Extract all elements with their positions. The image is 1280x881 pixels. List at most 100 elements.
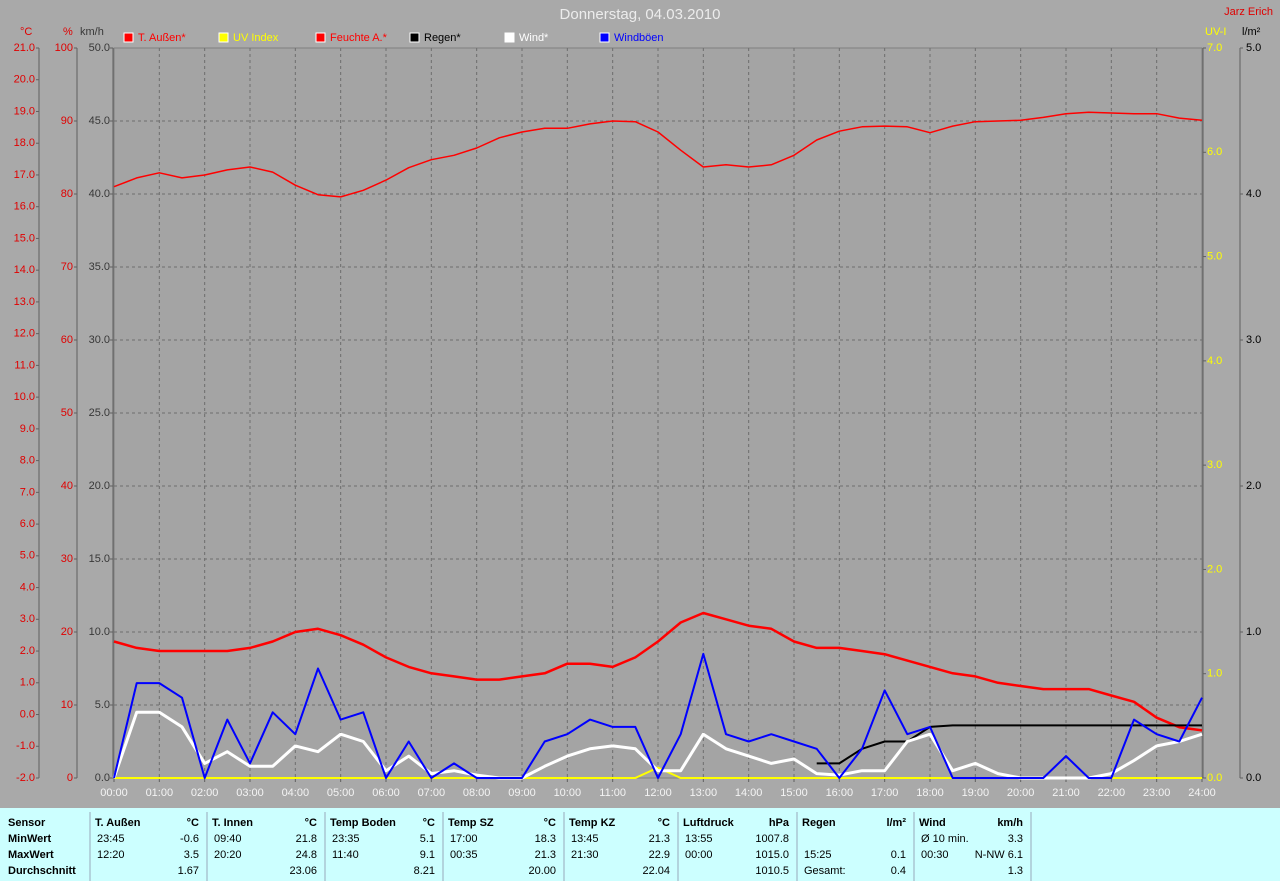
cell-value: 0.1: [891, 849, 906, 861]
y-tick-label: 60: [61, 334, 73, 346]
y-tick-label: 100: [55, 42, 73, 54]
cell-value: 0.4: [891, 865, 906, 877]
y-tick-label: 2.0: [1246, 480, 1261, 492]
y-tick-label: 2.0: [1207, 563, 1222, 575]
x-tick-label: 05:00: [327, 787, 355, 799]
y-tick-label: 30: [61, 553, 73, 565]
y-tick-label: 40.0: [89, 188, 110, 200]
group-name: T. Außen: [95, 817, 141, 829]
y-tick-label: 0.0: [1207, 772, 1222, 784]
y-tick-label: 7.0: [1207, 42, 1222, 54]
cell-value: 18.3: [535, 833, 556, 845]
y-tick-label: 20.0: [14, 74, 35, 86]
legend-swatch: [504, 32, 515, 43]
x-tick-label: 19:00: [962, 787, 990, 799]
legend-label: Feuchte A.*: [330, 32, 388, 44]
cell-time: 17:00: [450, 833, 478, 845]
series-line: [113, 111, 1203, 198]
axis-unit: °C: [20, 26, 32, 38]
x-tick-label: 21:00: [1052, 787, 1080, 799]
y-tick-label: 12.0: [14, 328, 35, 340]
y-tick-label: 4.0: [1207, 355, 1222, 367]
y-tick-label: 2.0: [20, 645, 35, 657]
y-tick-label: 11.0: [14, 359, 35, 371]
cell-value: 22.04: [642, 865, 670, 877]
y-tick-label: 0: [67, 772, 73, 784]
y-tick-label: 90: [61, 115, 73, 127]
group-unit: l/m²: [886, 817, 906, 829]
group-name: Regen: [802, 817, 836, 829]
legend-swatch: [315, 32, 326, 43]
legend-swatch: [123, 32, 134, 43]
group-name: Wind: [919, 817, 946, 829]
cell-value: N-NW 6.1: [975, 849, 1023, 861]
y-tick-label: 16.0: [14, 201, 35, 213]
y-tick-label: 10.0: [14, 391, 35, 403]
cell-time: 15:25: [804, 849, 832, 861]
x-tick-label: 13:00: [690, 787, 718, 799]
y-tick-label: 80: [61, 188, 73, 200]
y-tick-label: 5.0: [1246, 42, 1261, 54]
cell-value: 22.9: [649, 849, 670, 861]
x-tick-label: 22:00: [1098, 787, 1126, 799]
y-tick-label: 19.0: [14, 105, 35, 117]
y-tick-label: 35.0: [89, 261, 110, 273]
y-tick-label: -2.0: [16, 772, 35, 784]
y-tick-label: 1.0: [1246, 626, 1261, 638]
cell-time: 13:45: [571, 833, 599, 845]
cell-time: Ø 10 min.: [921, 833, 969, 845]
y-tick-label: 40: [61, 480, 73, 492]
axis-unit: %: [63, 26, 73, 38]
series-line: [113, 652, 1203, 779]
cell-value: 21.3: [535, 849, 556, 861]
y-tick-label: 6.0: [1207, 146, 1222, 158]
cell-value: 8.21: [414, 865, 435, 877]
group-name: Temp SZ: [448, 817, 494, 829]
y-tick-label: 9.0: [20, 423, 35, 435]
group-unit: km/h: [997, 817, 1023, 829]
y-tick-label: 30.0: [89, 334, 110, 346]
y-tick-label: 25.0: [89, 407, 110, 419]
axis-unit: l/m²: [1242, 26, 1261, 38]
x-tick-label: 07:00: [418, 787, 446, 799]
x-tick-label: 00:00: [100, 787, 128, 799]
cell-time: 23:35: [332, 833, 360, 845]
axis-unit: km/h: [80, 26, 104, 38]
cell-time: 00:30: [921, 849, 949, 861]
series-line: [113, 611, 1203, 732]
legend-label: Windböen: [614, 32, 664, 44]
group-unit: °C: [305, 817, 317, 829]
cell-time: 13:55: [685, 833, 713, 845]
y-tick-label: 15.0: [14, 232, 35, 244]
x-tick-label: 18:00: [916, 787, 944, 799]
cell-value: 3.5: [184, 849, 199, 861]
y-tick-label: 3.0: [1246, 334, 1261, 346]
row-label: MinWert: [8, 833, 52, 845]
cell-time: 09:40: [214, 833, 242, 845]
y-tick-label: 17.0: [14, 169, 35, 181]
cell-value: 20.00: [528, 865, 556, 877]
y-tick-label: 5.0: [20, 550, 35, 562]
y-tick-label: 10: [61, 699, 73, 711]
y-tick-label: -1.0: [16, 740, 35, 752]
cell-time: 20:20: [214, 849, 242, 861]
table-background: [0, 808, 1280, 881]
y-tick-label: 15.0: [89, 553, 110, 565]
y-tick-label: 4.0: [1246, 188, 1261, 200]
y-tick-label: 5.0: [95, 699, 110, 711]
x-tick-label: 08:00: [463, 787, 491, 799]
cell-value: 1.3: [1008, 865, 1023, 877]
y-tick-label: 70: [61, 261, 73, 273]
group-unit: °C: [658, 817, 670, 829]
group-unit: °C: [187, 817, 199, 829]
y-tick-label: 7.0: [20, 486, 35, 498]
legend-swatch: [599, 32, 610, 43]
y-tick-label: 1.0: [20, 677, 35, 689]
x-tick-label: 20:00: [1007, 787, 1035, 799]
y-tick-label: 50: [61, 407, 73, 419]
cell-value: 1010.5: [755, 865, 789, 877]
cell-value: 5.1: [420, 833, 435, 845]
cell-value: -0.6: [180, 833, 199, 845]
y-tick-label: 6.0: [20, 518, 35, 530]
